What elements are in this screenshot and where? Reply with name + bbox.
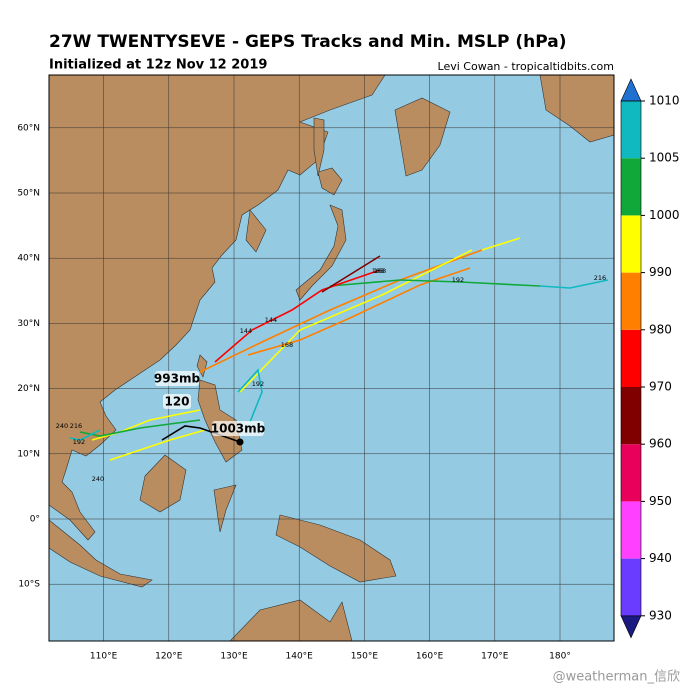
colorbar-frame xyxy=(620,100,642,617)
colorbar-label: 1000 xyxy=(649,208,680,222)
annotation-box xyxy=(212,421,264,436)
track-label: 216 xyxy=(594,274,606,282)
lat-label: 10°S xyxy=(18,580,40,590)
colorbar-segment xyxy=(621,387,641,445)
colorbar-label: 940 xyxy=(649,551,672,565)
colorbar-segment xyxy=(621,501,641,559)
lat-label: 20°N xyxy=(17,384,40,394)
lat-label: 10°N xyxy=(17,449,40,459)
colorbar-extend xyxy=(620,78,642,102)
colorbar-segment xyxy=(621,558,641,616)
annotation-box xyxy=(163,394,191,409)
lon-label: 140°E xyxy=(286,652,314,662)
track-label: 144 xyxy=(240,327,252,335)
track-label: 192 xyxy=(73,438,85,446)
colorbar-label: 980 xyxy=(649,322,672,336)
track-label: 168 xyxy=(374,267,386,275)
lat-label: 50°N xyxy=(17,189,40,199)
colorbar-label: 950 xyxy=(649,494,672,508)
colorbar-label: 990 xyxy=(649,265,672,279)
lat-label: 40°N xyxy=(17,254,40,264)
lon-label: 170°E xyxy=(481,652,509,662)
subtitle: Initialized at 12z Nov 12 2019 xyxy=(49,58,267,73)
lat-label: 0° xyxy=(30,515,40,525)
colorbar-segment xyxy=(621,158,641,216)
colorbar-segment xyxy=(621,444,641,502)
colorbar-label: 970 xyxy=(649,380,672,394)
annotation: 993mb xyxy=(154,372,201,386)
colorbar-label: 1005 xyxy=(649,151,680,165)
watermark: @weatherman_信欣 xyxy=(553,670,680,685)
track-label: 192 xyxy=(252,380,264,388)
track-label: 192 xyxy=(452,276,464,284)
annotation-box xyxy=(155,371,199,386)
title: 27W TWENTYSEVE - GEPS Tracks and Min. MS… xyxy=(49,32,567,52)
lat-label: 60°N xyxy=(17,123,40,133)
colorbar-label: 960 xyxy=(649,437,672,451)
colorbar-segment xyxy=(621,329,641,387)
lat-label: 30°N xyxy=(17,319,40,329)
track-label: 240 xyxy=(56,422,68,430)
track-label: 240 xyxy=(92,475,104,483)
lon-label: 160°E xyxy=(416,652,444,662)
colorbar-label: 930 xyxy=(649,608,672,622)
colorbar-segment xyxy=(621,272,641,330)
colorbar-segment xyxy=(621,215,641,273)
credit: Levi Cowan - tropicaltidbits.com xyxy=(438,60,614,73)
tracks xyxy=(69,237,609,461)
colorbar-extend xyxy=(620,615,642,639)
colorbar-label: 1010 xyxy=(649,94,680,108)
annotation: 1003mb xyxy=(211,422,266,436)
track-label: 168 xyxy=(281,341,293,349)
lon-label: 120°E xyxy=(155,652,183,662)
colorbar-segment xyxy=(621,101,641,159)
track-label: 144 xyxy=(265,316,277,324)
track-label: 168 xyxy=(372,267,384,275)
lon-label: 130°E xyxy=(220,652,248,662)
lon-label: 180° xyxy=(549,652,571,662)
track-label: 216 xyxy=(70,422,82,430)
land xyxy=(49,75,614,641)
annotation: 120 xyxy=(164,395,189,409)
lon-label: 150°E xyxy=(351,652,379,662)
lon-label: 110°E xyxy=(90,652,118,662)
map-frame xyxy=(48,74,615,642)
